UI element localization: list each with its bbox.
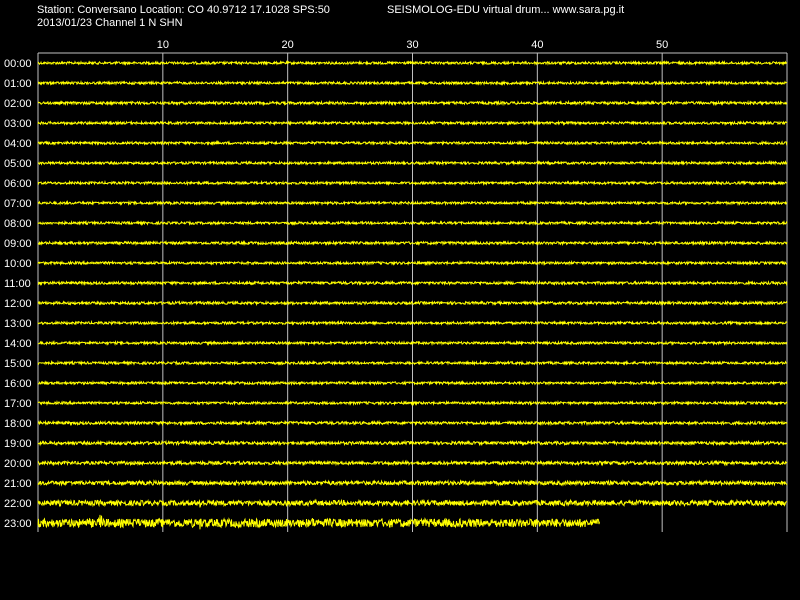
hour-label: 06:00 <box>4 178 32 190</box>
hour-label: 11:00 <box>4 278 31 290</box>
trace-18-00 <box>37 419 788 427</box>
hour-label: 14:00 <box>4 338 32 350</box>
trace-02-00 <box>37 99 788 107</box>
hour-label: 04:00 <box>4 138 32 150</box>
trace-14-00 <box>37 339 788 347</box>
seismic-traces <box>37 59 788 530</box>
trace-21-00 <box>37 479 788 487</box>
trace-00-00 <box>37 59 788 67</box>
date-channel-info: 2013/01/23 Channel 1 N SHN <box>37 17 183 29</box>
x-tick-label: 20 <box>282 39 294 51</box>
trace-01-00 <box>37 79 788 87</box>
trace-22-00 <box>37 498 787 508</box>
hour-label: 22:00 <box>4 498 32 510</box>
trace-15-00 <box>37 359 788 367</box>
hour-label: 19:00 <box>4 438 32 450</box>
x-tick-label: 40 <box>531 39 543 51</box>
hour-label: 12:00 <box>4 298 32 310</box>
station-info: Station: Conversano Location: CO 40.9712… <box>37 4 330 16</box>
hour-labels: 00:00 01:00 02:00 03:00 04:00 05:00 06:00 07:00… <box>4 58 32 530</box>
trace-11-00 <box>37 279 788 287</box>
hour-label: 01:00 <box>4 78 32 90</box>
hour-label: 23:00 <box>4 518 32 530</box>
hour-label: 13:00 <box>4 318 32 330</box>
trace-03-00 <box>37 119 788 127</box>
app-title: SEISMOLOG-EDU virtual drum... www.sara.p… <box>387 4 625 16</box>
trace-23-00 <box>37 514 600 530</box>
trace-04-00 <box>37 139 788 147</box>
hour-label: 18:00 <box>4 418 32 430</box>
trace-16-00 <box>37 379 788 387</box>
hour-label: 08:00 <box>4 218 32 230</box>
trace-10-00 <box>37 259 787 267</box>
hour-label: 00:00 <box>4 58 32 70</box>
x-tick-labels: 10 20 30 40 50 <box>157 39 669 51</box>
trace-05-00 <box>37 159 788 167</box>
x-tick-label: 10 <box>157 39 169 51</box>
trace-17-00 <box>37 399 788 407</box>
trace-19-00 <box>37 439 788 447</box>
trace-20-00 <box>37 459 788 467</box>
trace-13-00 <box>37 319 788 327</box>
trace-12-00 <box>37 299 788 307</box>
hour-label: 09:00 <box>4 238 32 250</box>
hour-label: 10:00 <box>4 258 32 270</box>
chart-grid <box>37 52 788 532</box>
hour-label: 07:00 <box>4 198 32 210</box>
trace-09-00 <box>37 239 788 247</box>
hour-label: 03:00 <box>4 118 32 130</box>
x-tick-label: 50 <box>656 39 668 51</box>
hour-label: 17:00 <box>4 398 32 410</box>
hour-label: 05:00 <box>4 158 32 170</box>
x-tick-label: 30 <box>406 39 418 51</box>
trace-06-00 <box>37 179 788 187</box>
trace-08-00 <box>37 219 788 227</box>
hour-label: 21:00 <box>4 478 32 490</box>
trace-07-00 <box>37 199 788 207</box>
hour-label: 20:00 <box>4 458 32 470</box>
hour-label: 16:00 <box>4 378 32 390</box>
hour-label: 15:00 <box>4 358 32 370</box>
hour-label: 02:00 <box>4 98 32 110</box>
